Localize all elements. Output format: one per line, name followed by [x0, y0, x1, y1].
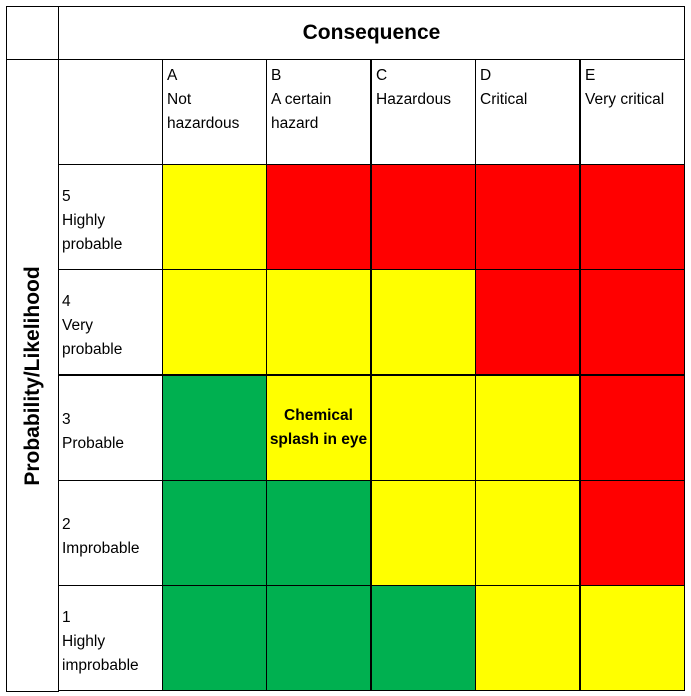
likelihood-number: 4 — [62, 293, 71, 310]
consequence-header-text: C Hazardous — [376, 64, 451, 112]
consequence-letter: A — [167, 67, 178, 84]
consequence-header-text: A Not hazardous — [167, 64, 239, 136]
risk-cell-4d — [475, 269, 580, 375]
header-blank-cell — [58, 59, 163, 165]
risk-cell-5b — [266, 164, 371, 270]
risk-cell-2e — [580, 480, 685, 586]
risk-cell-5a — [162, 164, 267, 270]
likelihood-label-text: 2 Improbable — [62, 513, 140, 561]
consequence-header-b: B A certain hazard — [266, 59, 371, 165]
consequence-label-line: hazard — [271, 115, 319, 132]
likelihood-label-3: 3 Probable — [58, 375, 163, 481]
likelihood-label-text: 5 Highly probable — [62, 185, 122, 257]
risk-cell-1e — [580, 585, 685, 691]
likelihood-number: 3 — [62, 411, 71, 428]
consequence-letter: D — [480, 67, 492, 84]
consequence-letter: C — [376, 67, 388, 84]
likelihood-label-line: Very — [62, 317, 94, 334]
corner-cell — [6, 6, 59, 60]
likelihood-label-line: Improbable — [62, 540, 140, 557]
likelihood-number: 5 — [62, 188, 71, 205]
risk-cell-3e — [580, 375, 685, 481]
consequence-header-text: D Critical — [480, 64, 527, 112]
likelihood-label-line: improbable — [62, 657, 139, 674]
hazard-annotation: Chemical splash in eye — [269, 407, 368, 448]
likelihood-title-cell: Probability/Likelihood — [6, 59, 59, 692]
likelihood-label-line: Highly — [62, 633, 106, 650]
consequence-label-line: Very critical — [585, 91, 665, 108]
risk-cell-1a — [162, 585, 267, 691]
likelihood-label-text: 3 Probable — [62, 408, 124, 456]
consequence-label-line: Hazardous — [376, 91, 451, 108]
consequence-header-d: D Critical — [475, 59, 580, 165]
risk-cell-1c — [371, 585, 476, 691]
risk-cell-3a — [162, 375, 267, 481]
consequence-title: Consequence — [302, 21, 441, 44]
consequence-letter: B — [271, 67, 282, 84]
consequence-label-line: hazardous — [167, 115, 240, 132]
risk-cell-3b: Chemical splash in eye — [266, 375, 371, 481]
risk-cell-5e — [580, 164, 685, 270]
likelihood-label-text: 1 Highly improbable — [62, 606, 139, 678]
risk-cell-4e — [580, 269, 685, 375]
consequence-header-e: E Very critical — [580, 59, 685, 165]
risk-cell-2a — [162, 480, 267, 586]
consequence-label-line: A certain — [271, 91, 332, 108]
likelihood-number: 1 — [62, 609, 71, 626]
consequence-header-c: C Hazardous — [371, 59, 476, 165]
likelihood-label-2: 2 Improbable — [58, 480, 163, 586]
consequence-header-a: A Not hazardous — [162, 59, 267, 165]
likelihood-label-text: 4 Very probable — [62, 290, 122, 362]
risk-cell-4b — [266, 269, 371, 375]
likelihood-number: 2 — [62, 516, 71, 533]
consequence-header-text: B A certain hazard — [271, 64, 331, 136]
likelihood-label-line: probable — [62, 236, 123, 253]
consequence-title-cell: Consequence — [58, 6, 685, 60]
consequence-label-line: Not — [167, 91, 192, 108]
likelihood-label-line: Highly — [62, 212, 106, 229]
consequence-header-text: E Very critical — [585, 64, 664, 112]
risk-cell-2c — [371, 480, 476, 586]
risk-cell-5c — [371, 164, 476, 270]
risk-cell-4c — [371, 269, 476, 375]
consequence-label-line: Critical — [480, 91, 528, 108]
risk-cell-2d — [475, 480, 580, 586]
likelihood-label-line: Probable — [62, 435, 125, 452]
likelihood-label-5: 5 Highly probable — [58, 164, 163, 270]
risk-cell-4a — [162, 269, 267, 375]
likelihood-label-line: probable — [62, 341, 123, 358]
likelihood-label-4: 4 Very probable — [58, 269, 163, 375]
consequence-letter: E — [585, 67, 596, 84]
risk-cell-5d — [475, 164, 580, 270]
likelihood-label-1: 1 Highly improbable — [58, 585, 163, 691]
risk-cell-1d — [475, 585, 580, 691]
risk-cell-3d — [475, 375, 580, 481]
risk-cell-3c — [371, 375, 476, 481]
risk-cell-2b — [266, 480, 371, 586]
likelihood-title: Probability/Likelihood — [20, 265, 44, 486]
risk-cell-1b — [266, 585, 371, 691]
